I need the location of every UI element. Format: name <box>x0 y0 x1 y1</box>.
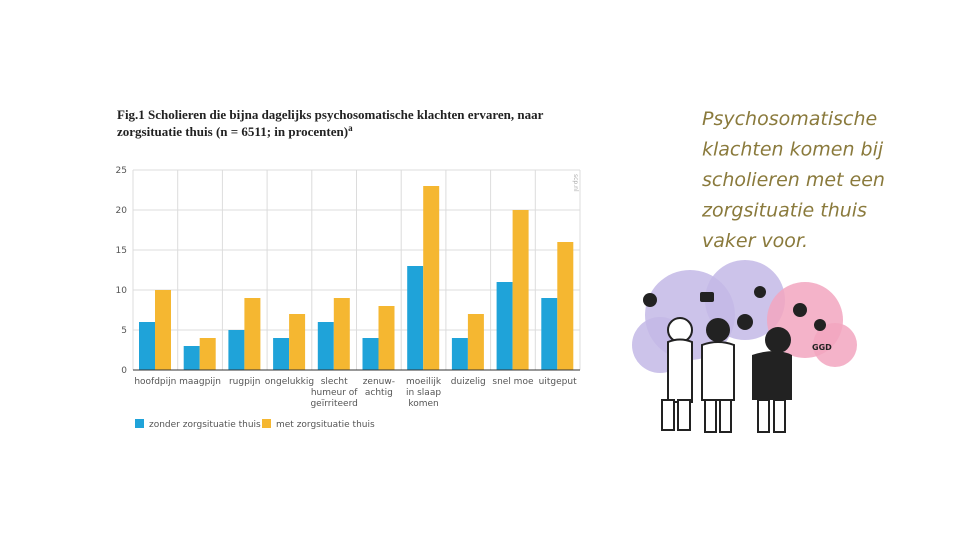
bar <box>244 298 261 370</box>
x-tick-label: slecht <box>321 377 348 387</box>
side-text: klachten komen bij <box>702 139 884 161</box>
bar <box>199 338 216 370</box>
x-tick-label: hoofdpijn <box>134 377 176 387</box>
side-text: scholieren met een <box>702 169 885 191</box>
legend-label: zonder zorgsituatie thuis <box>149 420 261 430</box>
x-tick-label: rugpijn <box>229 377 261 387</box>
x-tick-label: duizelig <box>451 377 486 387</box>
legend-label: met zorgsituatie thuis <box>276 420 375 430</box>
source-mark: scp.nl <box>572 174 579 192</box>
bar <box>183 346 200 370</box>
bar <box>557 242 574 370</box>
y-tick-label: 25 <box>116 166 127 176</box>
chart-title: zorgsituatie thuis (n = 6511; in procent… <box>117 123 353 139</box>
x-tick-label: snel moe <box>492 377 534 387</box>
bar <box>155 290 171 370</box>
y-tick-label: 5 <box>121 326 127 336</box>
x-tick-label: uitgeput <box>539 377 577 387</box>
x-tick-label: ongelukkig <box>265 377 314 387</box>
bar <box>317 322 334 370</box>
title-note: a <box>348 123 353 133</box>
x-tick-label: moeilijk <box>406 377 442 387</box>
chart-title: Fig.1 Scholieren die bijna dagelijks psy… <box>117 107 544 122</box>
bar <box>139 322 155 370</box>
y-tick-label: 20 <box>116 206 128 216</box>
side-text: Psychosomatische <box>702 108 877 130</box>
legend-swatch <box>135 419 144 428</box>
y-tick-label: 15 <box>116 246 127 256</box>
bar <box>541 298 558 370</box>
illustration: GGD <box>632 260 857 433</box>
bar <box>407 266 424 370</box>
bar <box>333 298 350 370</box>
x-tick-label: zenuw- <box>363 377 395 387</box>
y-tick-label: 0 <box>121 366 127 376</box>
illustration-label: GGD <box>812 343 832 352</box>
bar <box>362 338 379 370</box>
bar <box>451 338 468 370</box>
side-text: vaker voor. <box>702 230 808 252</box>
x-tick-label: maagpijn <box>179 377 221 387</box>
x-tick-label: humeur of <box>311 388 358 398</box>
bar <box>228 330 245 370</box>
side-text: zorgsituatie thuis <box>701 200 867 222</box>
x-tick-label: komen <box>408 399 438 409</box>
x-tick-label: achtig <box>365 388 393 398</box>
bar <box>378 306 395 370</box>
legend-swatch <box>262 419 271 428</box>
y-tick-label: 10 <box>116 286 128 296</box>
x-tick-label: geïrriteerd <box>310 399 357 409</box>
bar <box>512 210 529 370</box>
bar <box>467 314 484 370</box>
bar <box>273 338 290 370</box>
bar <box>423 186 440 370</box>
bar <box>496 282 513 370</box>
x-tick-label: in slaap <box>406 388 441 398</box>
bar <box>289 314 306 370</box>
